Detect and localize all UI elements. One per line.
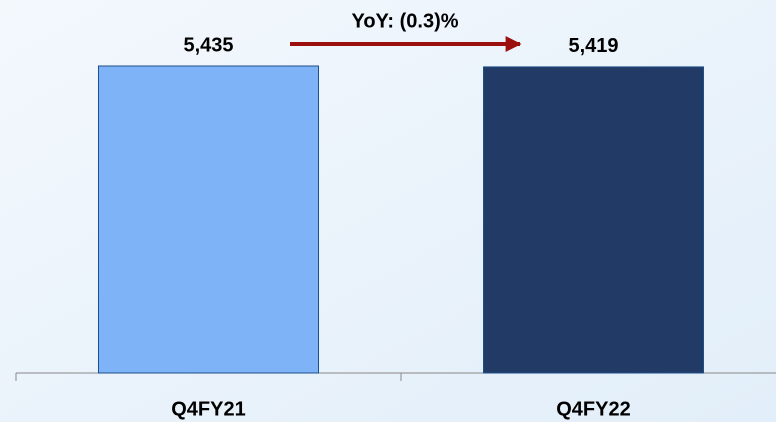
bar [98,65,319,374]
x-tick-label: Q4FY21 [171,398,245,420]
bar [483,66,704,374]
annotation: YoY: (0.3)% [351,10,458,32]
value-label: 5,435 [183,34,233,56]
value-label: 5,419 [568,35,618,57]
x-tick-label: Q4FY22 [556,398,630,420]
